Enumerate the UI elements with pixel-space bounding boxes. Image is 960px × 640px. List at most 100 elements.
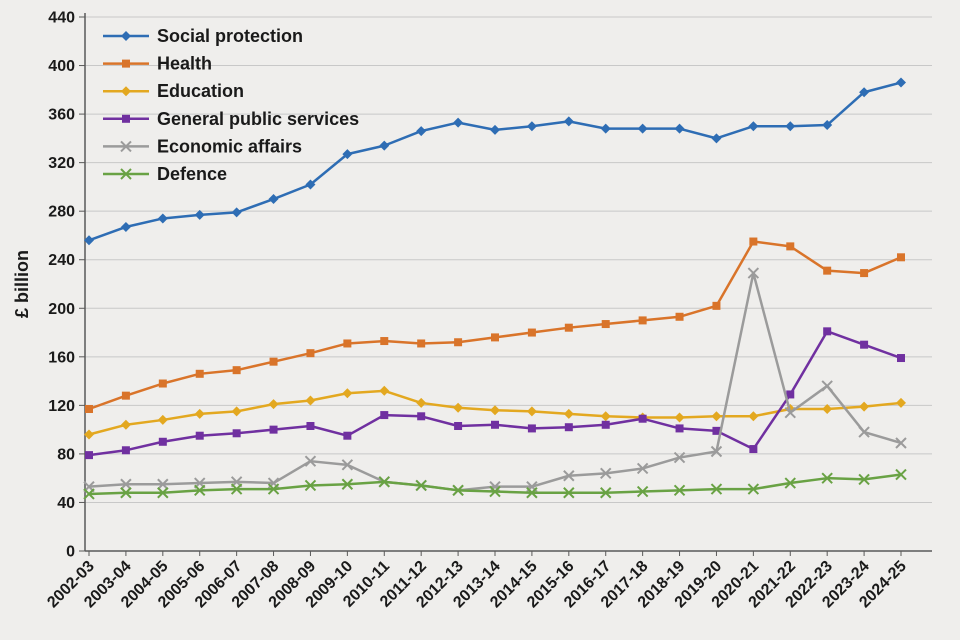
marker-diamond <box>711 411 722 422</box>
marker-diamond <box>305 179 316 190</box>
marker-square <box>564 323 573 332</box>
marker-diamond <box>342 149 353 160</box>
marker-diamond <box>194 209 205 220</box>
y-tick-label: 240 <box>48 252 75 269</box>
marker-diamond <box>490 124 500 135</box>
y-tick-label: 320 <box>48 155 75 172</box>
marker-square <box>269 425 278 434</box>
marker-diamond <box>785 121 796 132</box>
marker-x <box>378 476 390 488</box>
marker-diamond <box>859 87 870 98</box>
marker-diamond <box>674 123 685 134</box>
y-tick-label: 440 <box>48 10 75 27</box>
marker-x <box>304 455 317 467</box>
legend-item-general-public-services: General public services <box>103 109 359 129</box>
marker-square <box>380 411 389 420</box>
marker-diamond <box>120 221 131 232</box>
marker-diamond <box>896 397 906 408</box>
marker-diamond <box>305 395 316 406</box>
series-general-public-services <box>85 327 905 460</box>
marker-diamond <box>379 140 390 151</box>
marker-x <box>341 459 354 471</box>
y-tick-label: 40 <box>57 495 75 512</box>
marker-square <box>675 424 684 433</box>
marker-diamond <box>268 399 279 410</box>
marker-x <box>120 478 132 490</box>
marker-diamond <box>748 121 759 132</box>
marker-diamond <box>379 385 390 396</box>
marker-x <box>600 487 612 499</box>
y-tick-label: 80 <box>57 446 75 463</box>
marker-x <box>858 426 870 438</box>
marker-square <box>195 431 204 440</box>
marker-square <box>638 316 647 325</box>
marker-square <box>601 420 610 429</box>
marker-square <box>527 424 536 433</box>
marker-square <box>306 349 315 358</box>
marker-square <box>491 420 499 429</box>
y-tick-label: 280 <box>48 204 75 221</box>
legend-item-social-protection: Social protection <box>103 26 303 46</box>
marker-diamond <box>490 405 500 416</box>
marker-diamond <box>526 406 537 417</box>
marker-square <box>749 445 758 454</box>
marker-diamond <box>453 402 464 413</box>
legend-item-defence: Defence <box>103 164 227 184</box>
marker-square <box>380 337 389 346</box>
legend-label: Defence <box>157 164 227 184</box>
legend-label: General public services <box>157 109 359 129</box>
legend-item-economic-affairs: Economic affairs <box>103 136 302 156</box>
marker-square <box>306 421 315 430</box>
marker-diamond <box>416 126 427 137</box>
data-series <box>83 77 907 500</box>
marker-x <box>747 267 760 279</box>
legend-label: Social protection <box>157 26 303 46</box>
marker-x <box>784 477 796 489</box>
marker-x <box>673 451 686 464</box>
series-economic-affairs <box>83 267 907 497</box>
series-defence <box>83 468 907 500</box>
marker-x <box>747 483 760 495</box>
marker-square <box>897 253 905 262</box>
marker-x <box>526 487 538 499</box>
marker-x <box>710 483 723 495</box>
series-social-protection <box>84 77 906 246</box>
marker-diamond <box>711 133 722 144</box>
marker-x <box>489 480 501 493</box>
marker-x <box>858 473 870 486</box>
series-line <box>88 330 902 457</box>
marker-square <box>601 320 610 329</box>
marker-x <box>267 483 280 495</box>
marker-diamond <box>563 408 574 419</box>
marker-x <box>636 485 649 498</box>
marker-x <box>821 380 833 392</box>
marker-diamond <box>453 117 464 128</box>
marker-square <box>823 266 832 275</box>
marker-square <box>195 369 204 378</box>
marker-x <box>83 488 95 500</box>
marker-square <box>417 412 426 421</box>
marker-x <box>415 479 427 492</box>
marker-x <box>120 168 132 180</box>
marker-diamond <box>268 194 279 205</box>
marker-diamond <box>157 213 168 224</box>
legend-label: Health <box>157 54 212 74</box>
marker-square <box>823 327 832 336</box>
y-tick-label: 0 <box>66 544 75 561</box>
marker-diamond <box>859 401 870 412</box>
marker-x <box>600 467 612 480</box>
marker-square <box>786 242 795 251</box>
marker-diamond <box>600 411 611 422</box>
y-axis-title: £ billion <box>12 250 32 318</box>
marker-diamond <box>416 397 427 408</box>
marker-square <box>860 269 869 278</box>
axes <box>79 13 932 556</box>
marker-square <box>85 451 93 460</box>
y-tick-label: 120 <box>48 398 75 415</box>
marker-diamond <box>822 120 833 131</box>
marker-square <box>417 339 426 348</box>
marker-diamond <box>748 411 759 422</box>
marker-square <box>712 301 721 310</box>
marker-x <box>120 487 132 499</box>
marker-diamond <box>342 388 353 399</box>
